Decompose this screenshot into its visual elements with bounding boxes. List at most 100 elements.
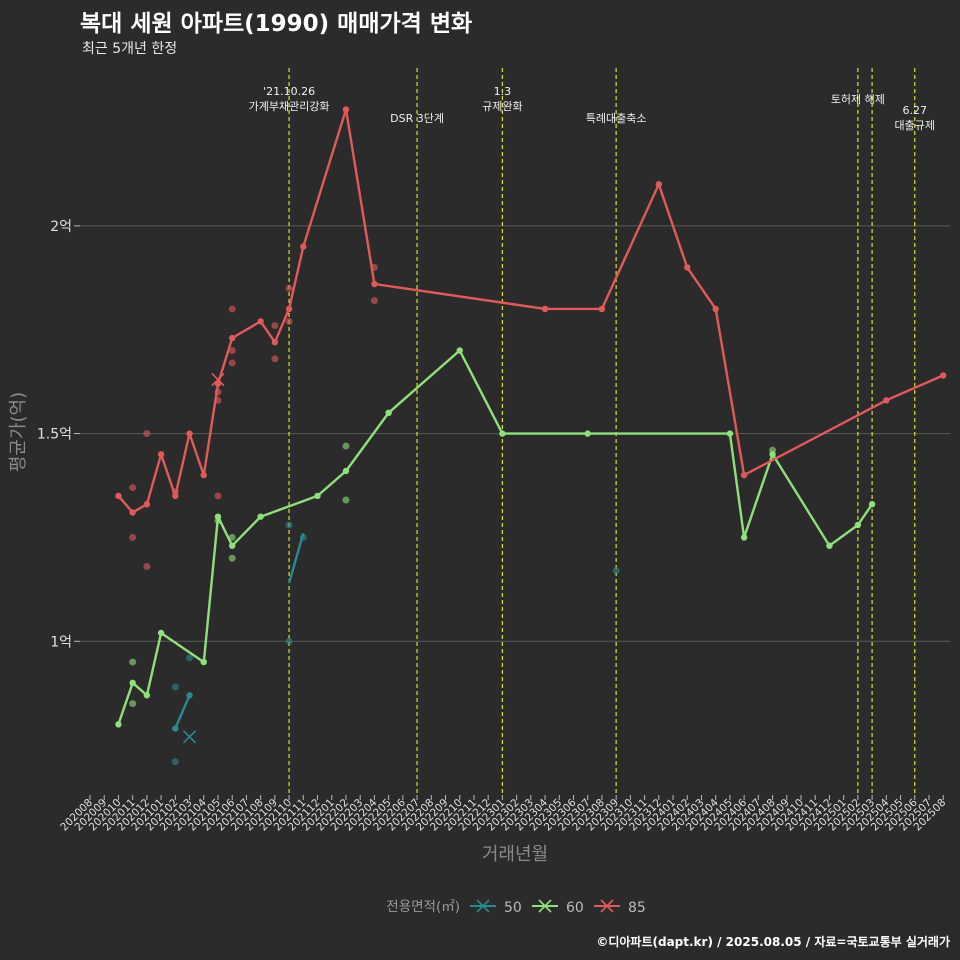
series-50-point bbox=[186, 654, 194, 662]
chart-title: 복대 세원 아파트(1990) 매매가격 변화 bbox=[80, 11, 473, 37]
series-50-line-point bbox=[172, 725, 179, 732]
series-85-point bbox=[271, 322, 279, 330]
series-50-point bbox=[171, 758, 179, 766]
series-85-cross-marker bbox=[211, 373, 225, 387]
series-50-point bbox=[285, 521, 293, 529]
series-85-point bbox=[228, 305, 236, 313]
legend-title: 전용면적(㎡) bbox=[386, 899, 460, 915]
series-50-point bbox=[299, 533, 307, 541]
series-85-point bbox=[370, 263, 378, 271]
series-60-line bbox=[117, 349, 874, 725]
legend-item-85: 85 bbox=[594, 900, 646, 916]
series-85-line-point bbox=[883, 397, 890, 404]
x-axis-title: 거래년월 bbox=[482, 844, 548, 865]
legend-label: 60 bbox=[566, 900, 584, 916]
series-85-line-point bbox=[129, 509, 136, 516]
event-label: 6.27 대출규제 bbox=[895, 104, 935, 132]
event-label: 1.3 규제완화 bbox=[482, 85, 522, 113]
series-85-point bbox=[285, 317, 293, 325]
legend: 전용면적(㎡) 50 60 85 bbox=[386, 899, 646, 916]
series-60-point bbox=[228, 554, 236, 562]
series-85-point bbox=[228, 346, 236, 354]
series-60-line-point bbox=[257, 513, 264, 520]
legend-key-cross bbox=[538, 899, 552, 913]
series-60-line-point bbox=[129, 679, 136, 687]
series-50-cross-marker bbox=[182, 730, 197, 744]
series-50-point bbox=[171, 683, 179, 691]
series-60-line-point bbox=[826, 542, 833, 549]
series-60-line-point bbox=[314, 492, 321, 500]
y-tick-label: 1억 bbox=[50, 634, 72, 650]
legend-item-60: 60 bbox=[532, 900, 584, 916]
event-label: '21.10.26 가계부채관리강화 bbox=[249, 85, 330, 113]
series-85-point bbox=[214, 396, 222, 404]
series-85-point bbox=[271, 355, 279, 363]
series-85-line-point bbox=[740, 471, 748, 479]
series-60-line-point bbox=[769, 451, 776, 458]
legend-label: 85 bbox=[628, 900, 646, 916]
series-85-line-point bbox=[371, 280, 378, 288]
series-85-line-point bbox=[229, 334, 236, 342]
series-85-line-point bbox=[342, 106, 350, 113]
series-60-point bbox=[342, 496, 350, 504]
series-85-point bbox=[143, 563, 151, 571]
series-85-line-point bbox=[157, 451, 165, 458]
y-tick-label: 1.5억 bbox=[37, 427, 72, 443]
series-60-line-point bbox=[868, 501, 876, 508]
y-axis-title: 평균가(억) bbox=[8, 392, 29, 472]
series-85-line-point bbox=[115, 492, 122, 500]
series-85-line-point bbox=[655, 181, 662, 188]
series-85-line-point bbox=[712, 305, 719, 313]
series-85-point bbox=[370, 297, 378, 305]
series-85-line-point bbox=[940, 372, 947, 379]
legend-label: 50 bbox=[504, 900, 522, 916]
series-50-line-point bbox=[186, 692, 193, 699]
series-85-point bbox=[129, 533, 137, 541]
series-85-line-point bbox=[186, 430, 193, 437]
series-60-line-point bbox=[200, 658, 207, 666]
series-60-line-point bbox=[157, 629, 165, 637]
series-60-point bbox=[129, 658, 137, 666]
series-85-point bbox=[228, 359, 236, 367]
series-85-line-point bbox=[143, 501, 151, 508]
series-50-line bbox=[174, 694, 191, 729]
series-85-line-point bbox=[598, 305, 606, 313]
series-60-line-point bbox=[740, 534, 748, 541]
series-85-line bbox=[117, 108, 944, 514]
chart-caption: ©디아파트(dapt.kr) / 2025.08.05 / 자료=국토교통부 실… bbox=[596, 935, 950, 949]
series-85-line-point bbox=[300, 243, 307, 250]
series-85-point bbox=[143, 430, 151, 438]
series-60-line-point bbox=[342, 467, 350, 475]
series-85-line-point bbox=[684, 264, 691, 271]
series-85-point bbox=[129, 484, 137, 492]
series-60-line-point bbox=[499, 430, 506, 437]
series-85-line-point bbox=[200, 471, 207, 479]
series-50-point bbox=[285, 637, 293, 645]
series-85-line-point bbox=[271, 338, 279, 346]
series-60-point bbox=[228, 533, 236, 541]
series-85-point bbox=[285, 284, 293, 292]
series-60-line-point bbox=[229, 542, 236, 549]
series-85-point bbox=[214, 492, 222, 500]
series-60-line-point bbox=[385, 409, 392, 417]
series-60-line-point bbox=[726, 430, 734, 437]
series-60-point bbox=[129, 700, 137, 708]
series-50-line bbox=[287, 532, 305, 584]
legend-key-cross bbox=[600, 899, 614, 913]
y-tick-label: 2억 bbox=[50, 219, 72, 235]
series-50-point bbox=[612, 567, 620, 575]
series-85-line-point bbox=[257, 318, 264, 325]
series-60-line-point bbox=[214, 513, 222, 520]
series-60-line-point bbox=[115, 721, 122, 728]
series-85-point bbox=[214, 388, 222, 396]
chart-subtitle: 최근 5개년 한정 bbox=[82, 41, 178, 57]
series-60-point bbox=[342, 442, 350, 450]
legend-item-50: 50 bbox=[470, 900, 522, 916]
series-85-line-point bbox=[285, 305, 293, 313]
series-85-line-point bbox=[172, 492, 179, 500]
event-label: 토허제 해제 bbox=[831, 92, 885, 106]
series-60-line-point bbox=[854, 521, 862, 529]
series-85-line-point bbox=[541, 305, 549, 313]
